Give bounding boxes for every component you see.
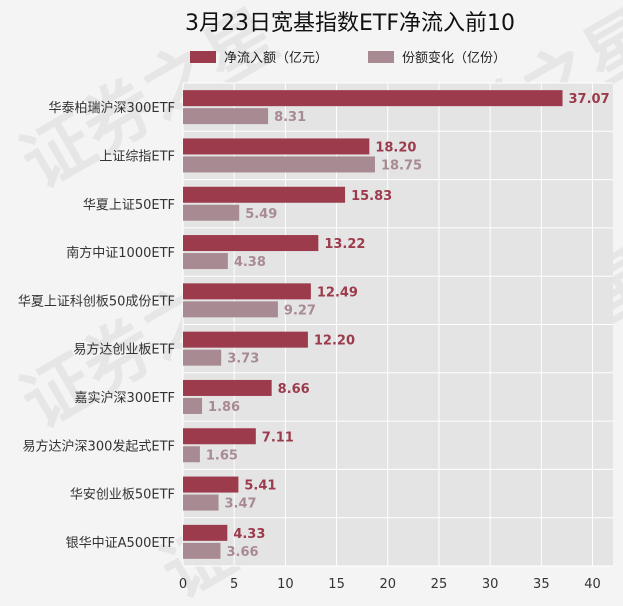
category-label: 华安创业板50ETF <box>70 488 175 503</box>
data-label-share-change: 5.49 <box>245 207 277 222</box>
bar-net-inflow <box>183 138 370 155</box>
data-label-share-change: 1.86 <box>208 400 240 415</box>
category-label: 易方达沪深300发起式ETF <box>23 438 175 454</box>
x-tick-label: 35 <box>533 577 550 592</box>
bar-share-change <box>183 494 219 511</box>
data-label-net-inflow: 15.83 <box>351 189 392 204</box>
bars: 37.07 8.31 18.20 18.75 15.83 5.49 13.22 4.38 12.… <box>183 90 610 560</box>
bar-net-inflow <box>183 186 346 203</box>
data-label-net-inflow: 37.07 <box>569 92 610 107</box>
bar-net-inflow <box>183 524 228 541</box>
category-label: 嘉实沪深300ETF <box>75 390 175 406</box>
bar-net-inflow <box>183 428 256 445</box>
x-tick-label: 10 <box>277 577 294 592</box>
x-axis-ticks: 0 5 10 15 20 25 30 35 40 <box>179 577 601 592</box>
x-tick-label: 5 <box>230 577 238 592</box>
data-label-net-inflow: 5.41 <box>244 479 276 494</box>
x-tick-label: 15 <box>328 577 345 592</box>
x-tick-label: 25 <box>431 577 448 592</box>
bar-net-inflow <box>183 235 319 252</box>
legend-label: 净流入额（亿元） <box>224 51 328 66</box>
bar-share-change <box>183 204 240 221</box>
bar-share-change <box>183 397 203 414</box>
legend-swatch <box>190 51 216 63</box>
x-tick-label: 40 <box>584 577 601 592</box>
data-label-share-change: 9.27 <box>284 303 316 318</box>
data-label-share-change: 1.65 <box>206 448 238 463</box>
x-tick-label: 30 <box>482 577 499 592</box>
data-label-share-change: 18.75 <box>381 158 422 173</box>
bar-share-change <box>183 253 228 270</box>
data-label-net-inflow: 18.20 <box>375 140 416 155</box>
bar-net-inflow <box>183 379 272 396</box>
data-label-net-inflow: 12.49 <box>317 285 358 300</box>
bar-net-inflow <box>183 476 239 493</box>
data-label-net-inflow: 7.11 <box>262 430 294 445</box>
bar-share-change <box>183 349 222 366</box>
legend: 净流入额（亿元） 份额变化（亿份） <box>190 50 506 66</box>
bar-share-change <box>183 542 221 559</box>
legend-label: 份额变化（亿份） <box>402 50 506 66</box>
legend-swatch <box>368 51 394 63</box>
x-tick-label: 20 <box>379 577 396 592</box>
data-label-net-inflow: 12.20 <box>314 334 355 349</box>
bar-net-inflow <box>183 90 563 107</box>
data-label-net-inflow: 13.22 <box>324 237 365 252</box>
data-label-share-change: 8.31 <box>274 110 306 125</box>
chart-title: 3月23日宽基指数ETF净流入前10 <box>185 11 515 36</box>
bar-share-change <box>183 156 375 173</box>
bar-net-inflow <box>183 283 311 300</box>
data-label-share-change: 3.47 <box>225 497 257 512</box>
category-label: 华夏上证50ETF <box>83 198 175 213</box>
x-tick-label: 0 <box>179 577 187 592</box>
data-label-net-inflow: 4.33 <box>233 527 265 542</box>
category-label: 上证综指ETF <box>99 149 175 164</box>
data-label-share-change: 4.38 <box>234 255 266 270</box>
bar-net-inflow <box>183 331 308 348</box>
category-label: 银华中证A500ETF <box>66 536 175 551</box>
data-label-share-change: 3.73 <box>227 352 259 367</box>
category-label: 易方达创业板ETF <box>73 342 175 358</box>
category-label: 南方中证1000ETF <box>66 245 175 261</box>
bar-share-change <box>183 446 200 463</box>
category-label: 华夏上证科创板50成份ETF <box>18 294 175 309</box>
bar-share-change <box>183 108 269 125</box>
category-label: 华泰柏瑞沪深300ETF <box>49 100 175 116</box>
data-label-share-change: 3.66 <box>226 545 258 560</box>
data-label-net-inflow: 8.66 <box>278 382 310 397</box>
bar-share-change <box>183 301 278 318</box>
category-labels: 华泰柏瑞沪深300ETF 上证综指ETF 华夏上证50ETF 南方中证1000ETF 华… <box>18 100 175 551</box>
